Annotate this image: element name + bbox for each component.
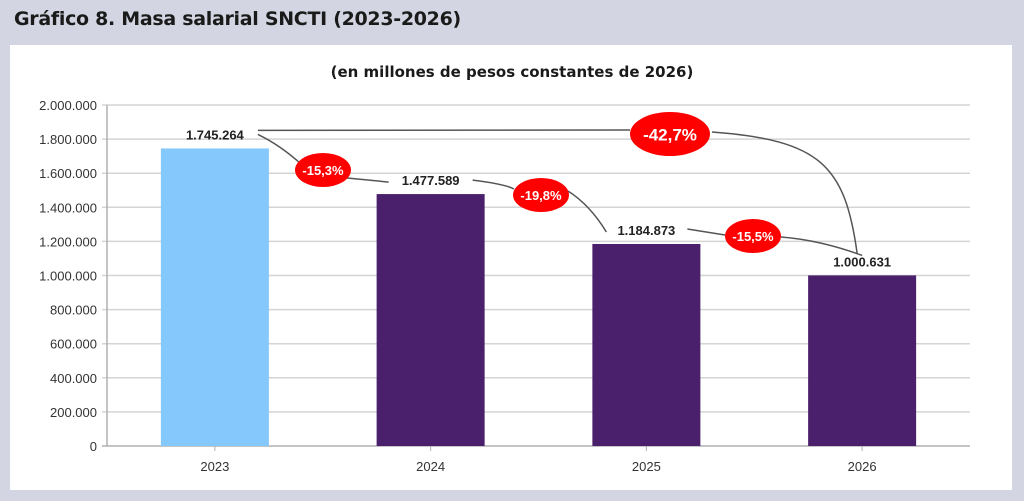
- data-label: 1.184.873: [617, 223, 675, 238]
- y-tick-label: 1.200.000: [39, 234, 97, 249]
- data-label: 1.000.631: [833, 254, 891, 269]
- change-badge: [630, 112, 710, 156]
- x-tick-label: 2026: [848, 459, 877, 474]
- data-label: 1.477.589: [402, 173, 460, 188]
- y-tick-label: 1.000.000: [39, 269, 97, 284]
- x-tick-label: 2024: [416, 459, 445, 474]
- chart-subtitle: (en millones de pesos constantes de 2026…: [331, 63, 694, 81]
- y-tick-label: 800.000: [50, 303, 97, 318]
- chart-title: Gráfico 8. Masa salarial SNCTI (2023-202…: [14, 8, 461, 30]
- connector-line: [257, 133, 389, 183]
- x-tick-label: 2023: [200, 459, 229, 474]
- bar-2024: [376, 194, 485, 446]
- bar-2025: [592, 243, 701, 446]
- connector-line: [472, 179, 608, 233]
- change-label: -19,8%: [520, 188, 562, 203]
- x-tick-label: 2025: [632, 459, 661, 474]
- change-badge: [513, 178, 569, 212]
- change-badge: [295, 153, 351, 187]
- change-label: -42,7%: [643, 125, 697, 144]
- y-tick-label: 0: [90, 439, 97, 454]
- change-label: -15,5%: [732, 229, 774, 244]
- y-tick-label: 2.000.000: [39, 98, 97, 113]
- change-badge: [725, 219, 781, 253]
- y-tick-label: 600.000: [50, 337, 97, 352]
- bar-2026: [808, 275, 917, 446]
- data-label: 1.745.264: [186, 127, 245, 142]
- connector-line: [257, 129, 858, 254]
- bar-2023: [160, 148, 269, 446]
- change-label: -15,3%: [302, 163, 344, 178]
- connector-line: [687, 228, 863, 257]
- y-tick-label: 1.400.000: [39, 200, 97, 215]
- y-tick-label: 200.000: [50, 405, 97, 420]
- y-tick-label: 400.000: [50, 371, 97, 386]
- y-tick-label: 1.600.000: [39, 166, 97, 181]
- y-tick-label: 1.800.000: [39, 132, 97, 147]
